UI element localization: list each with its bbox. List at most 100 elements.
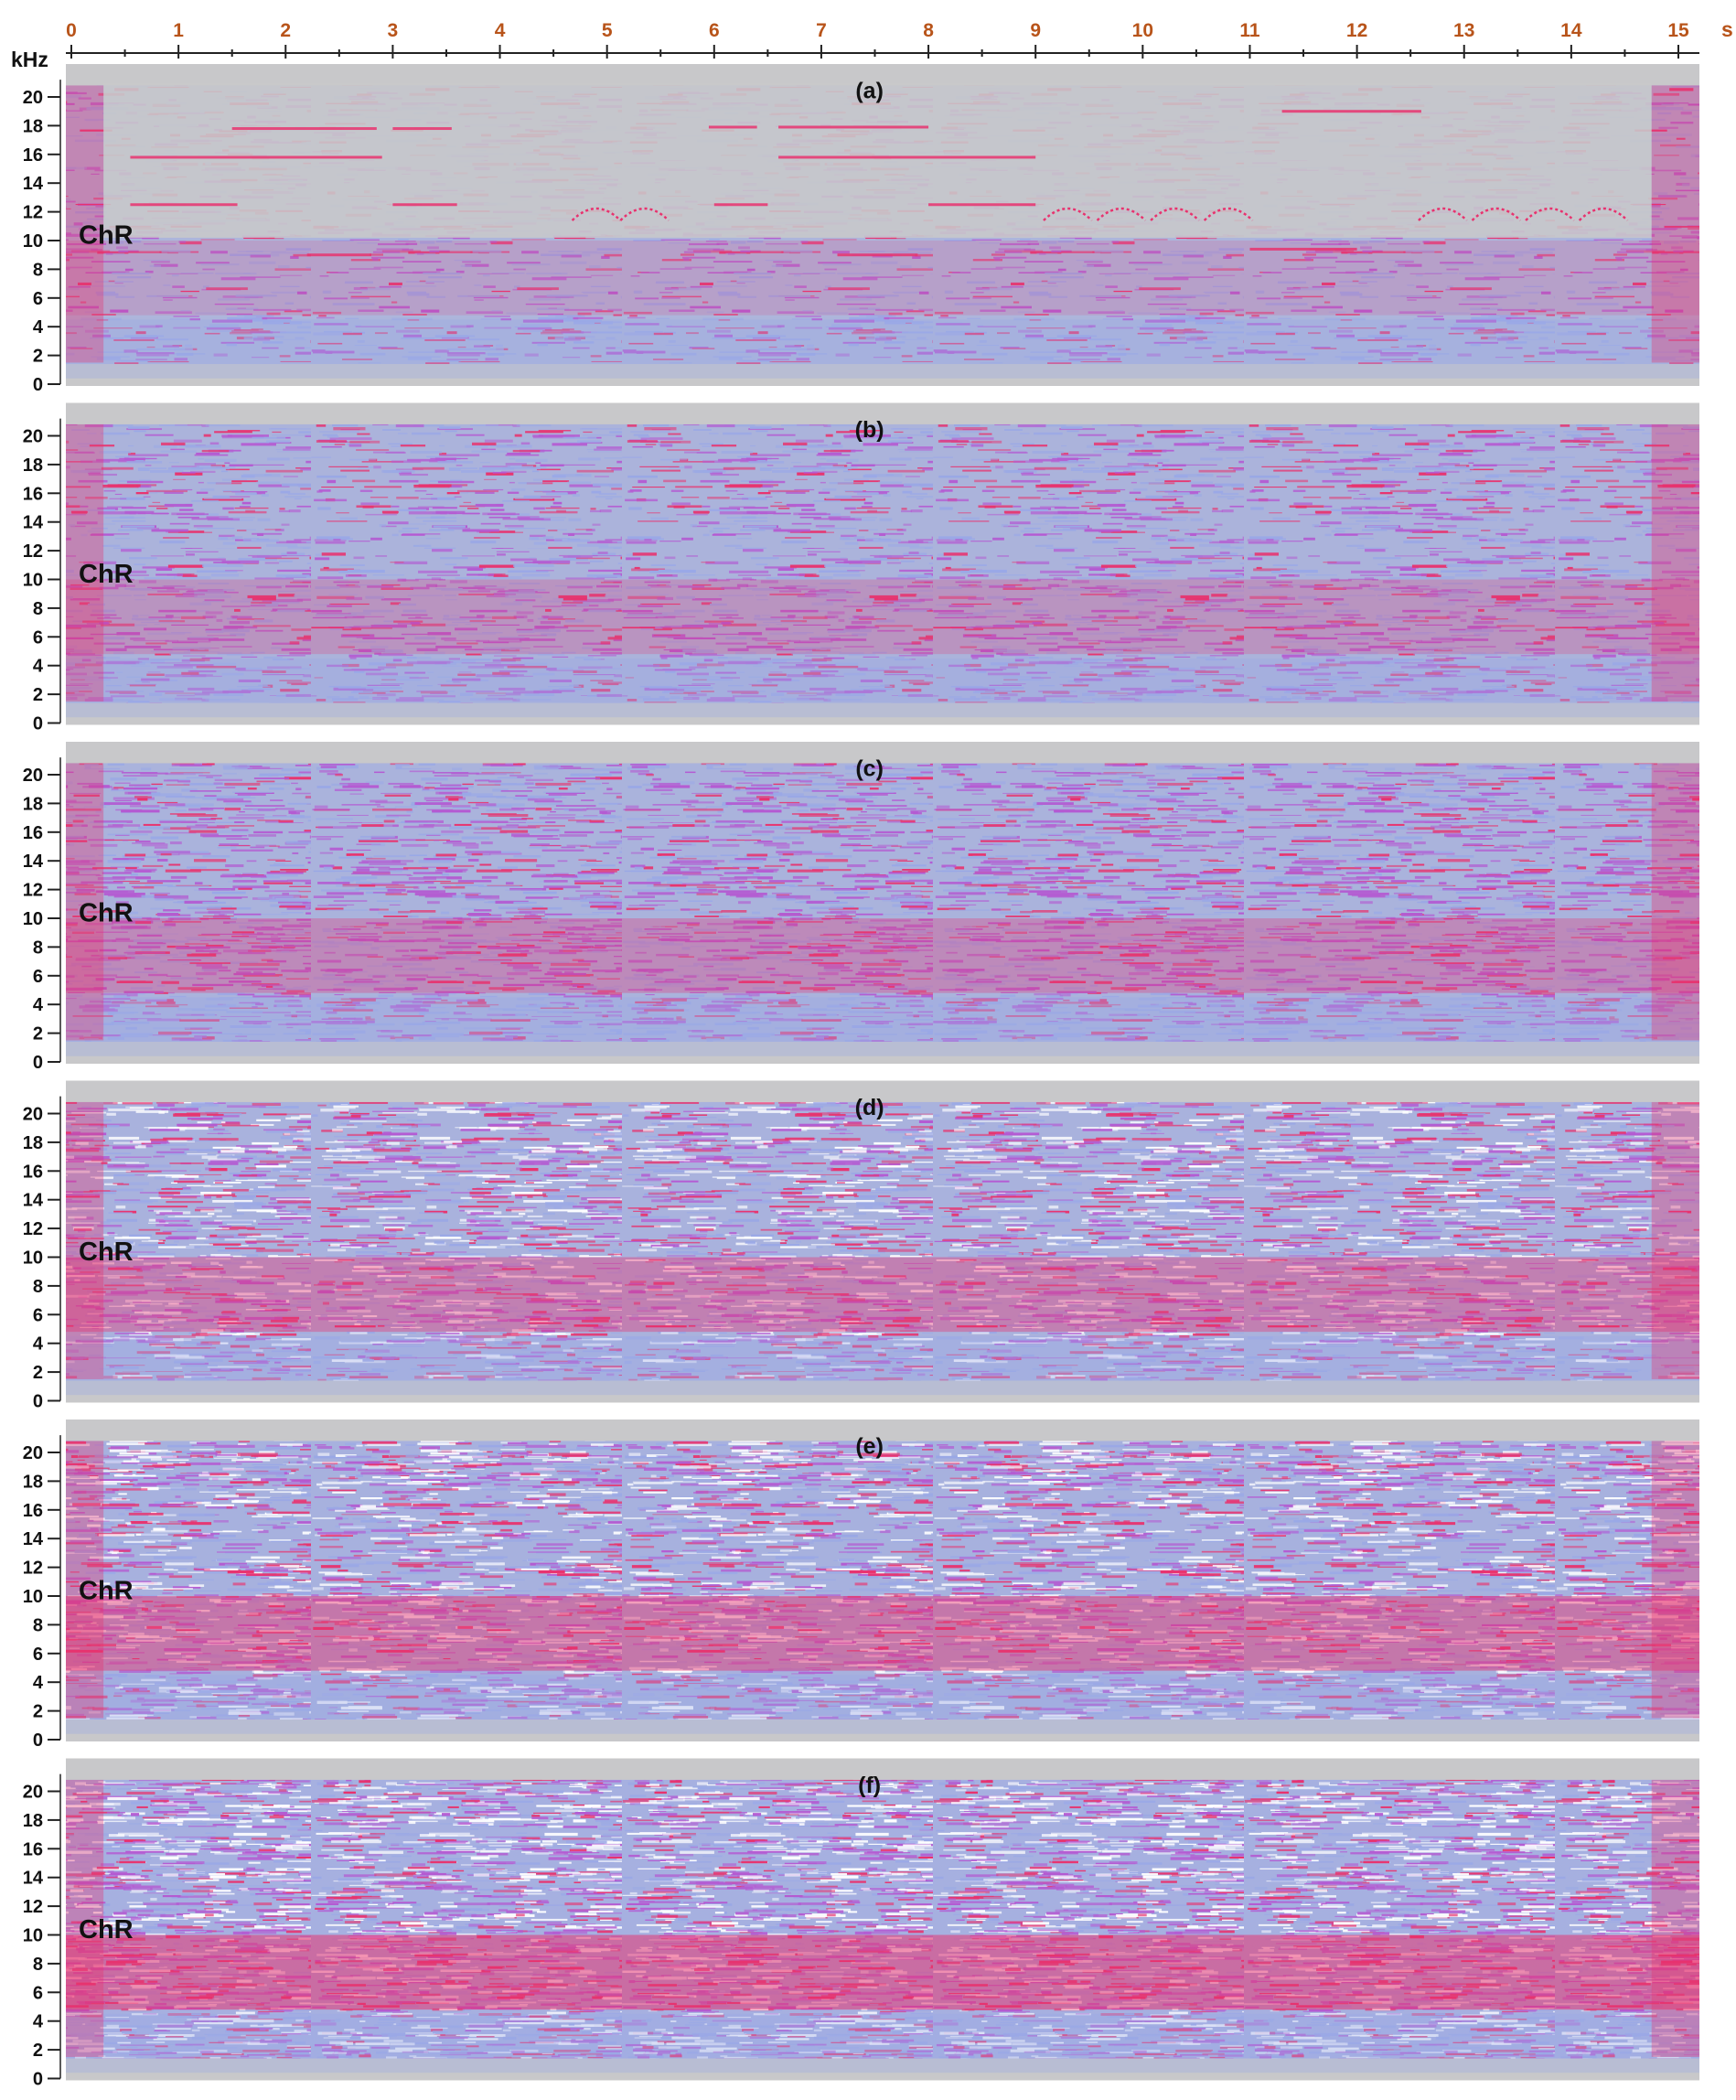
frequency-tick-label: 12 — [23, 203, 43, 223]
edge-burst — [1651, 85, 1699, 363]
chirp-arc — [1043, 207, 1093, 221]
tonal-line — [928, 203, 1036, 207]
time-tick-label: 15 — [1667, 20, 1689, 41]
panel-label: (a) — [855, 79, 884, 104]
spectrogram-panel: 0 2 4 6 8 10 12 14 16 18 20 (d) ChR — [23, 1080, 1699, 1412]
low-band — [66, 658, 1699, 718]
spectral-energy — [66, 423, 1699, 703]
frequency-tick-label: 2 — [33, 1363, 43, 1383]
chirp-arc — [1471, 207, 1522, 221]
time-tick-label: 10 — [1132, 20, 1153, 41]
frequency-tick-label: 8 — [33, 260, 43, 280]
time-tick-label: 1 — [173, 20, 184, 41]
spectral-energy — [66, 1779, 1699, 2059]
frequency-tick-label: 18 — [23, 794, 43, 814]
channel-label: ChR — [79, 899, 134, 928]
frequency-tick-label: 4 — [33, 2012, 44, 2032]
channel-label: ChR — [79, 1577, 134, 1606]
mid-band — [66, 241, 1699, 316]
y-axis-unit: kHz — [11, 48, 48, 71]
frequency-tick-label: 20 — [23, 766, 43, 786]
tonal-line — [392, 203, 457, 207]
spectral-energy — [66, 763, 1699, 1043]
edge-burst — [66, 763, 104, 1041]
edge-burst — [66, 85, 104, 363]
edge-burst — [1651, 1441, 1699, 1719]
frequency-tick-label: 6 — [33, 1305, 43, 1325]
frequency-tick-label: 4 — [33, 317, 44, 338]
frequency-tick-label: 16 — [23, 484, 43, 504]
frequency-tick-label: 10 — [23, 571, 43, 591]
frequency-tick-label: 6 — [33, 1983, 43, 2003]
frequency-tick-label: 10 — [23, 909, 43, 929]
time-tick-label: 9 — [1030, 20, 1041, 41]
time-tick-label: 3 — [388, 20, 399, 41]
channel-label: ChR — [79, 221, 134, 251]
frequency-tick-label: 2 — [33, 685, 43, 705]
edge-burst — [1651, 423, 1699, 702]
spectral-energy — [66, 1441, 1699, 1720]
mid-band — [66, 579, 1699, 655]
time-tick-label: 6 — [709, 20, 720, 41]
frequency-tick-label: 18 — [23, 1811, 43, 1831]
x-axis-unit: s — [1721, 17, 1733, 41]
panel-label: (c) — [855, 756, 884, 782]
frequency-tick-label: 6 — [33, 1645, 43, 1665]
low-band — [66, 1675, 1699, 1734]
mid-band — [66, 918, 1699, 993]
frequency-tick-label: 12 — [23, 1559, 43, 1579]
channel-label: ChR — [79, 1915, 134, 1945]
tonal-line — [1281, 110, 1421, 113]
edge-burst — [66, 423, 104, 702]
chirp-arc — [1150, 207, 1200, 221]
time-tick-label: 4 — [495, 20, 506, 41]
frequency-tick-label: 2 — [33, 347, 43, 367]
frequency-tick-label: 10 — [23, 1587, 43, 1607]
frequency-tick-label: 20 — [23, 1443, 43, 1463]
tonal-line — [778, 155, 1036, 159]
tonal-line — [130, 203, 238, 207]
time-tick-label: 14 — [1560, 20, 1582, 41]
tonal-line — [306, 253, 371, 257]
low-band — [66, 319, 1699, 379]
low-band — [66, 2013, 1699, 2073]
frequency-tick-label: 16 — [23, 1839, 43, 1859]
frequency-tick-label: 4 — [33, 1334, 44, 1355]
frequency-tick-label: 6 — [33, 627, 43, 648]
channel-label: ChR — [79, 1238, 134, 1267]
frequency-tick-label: 20 — [23, 1105, 43, 1125]
spectrogram-panel: 0 2 4 6 8 10 12 14 16 18 20 (e) ChR — [23, 1420, 1699, 1751]
tonal-line — [708, 125, 757, 129]
frequency-tick-label: 18 — [23, 116, 43, 136]
frequency-tick-label: 18 — [23, 1472, 43, 1492]
channel-label: ChR — [79, 560, 134, 589]
frequency-tick-label: 12 — [23, 541, 43, 562]
chirp-arc — [571, 207, 622, 221]
time-tick-label: 5 — [602, 20, 613, 41]
frequency-tick-label: 6 — [33, 289, 43, 309]
frequency-tick-label: 12 — [23, 1897, 43, 1917]
frequency-tick-label: 8 — [33, 938, 43, 958]
frequency-tick-label: 0 — [33, 375, 43, 395]
frequency-tick-label: 14 — [23, 852, 44, 872]
mid-band — [66, 1257, 1699, 1333]
frequency-tick-label: 12 — [23, 1219, 43, 1239]
frequency-tick-label: 8 — [33, 599, 43, 619]
spectrogram-panel: 0 2 4 6 8 10 12 14 16 18 20 (a) ChR — [23, 64, 1699, 395]
time-tick-label: 7 — [816, 20, 827, 41]
frequency-tick-label: 14 — [23, 1529, 44, 1549]
frequency-tick-label: 20 — [23, 1783, 43, 1803]
frequency-tick-label: 10 — [23, 1926, 43, 1946]
tonal-line — [713, 203, 768, 207]
time-tick-label: 8 — [923, 20, 934, 41]
frequency-tick-label: 4 — [33, 995, 44, 1015]
tonal-line — [778, 125, 929, 129]
frequency-tick-label: 6 — [33, 967, 43, 987]
frequency-tick-label: 16 — [23, 1501, 43, 1521]
edge-burst — [66, 1779, 104, 2057]
chirp-arc — [1525, 207, 1575, 221]
frequency-tick-label: 14 — [23, 1869, 44, 1889]
frequency-tick-label: 2 — [33, 2041, 43, 2061]
